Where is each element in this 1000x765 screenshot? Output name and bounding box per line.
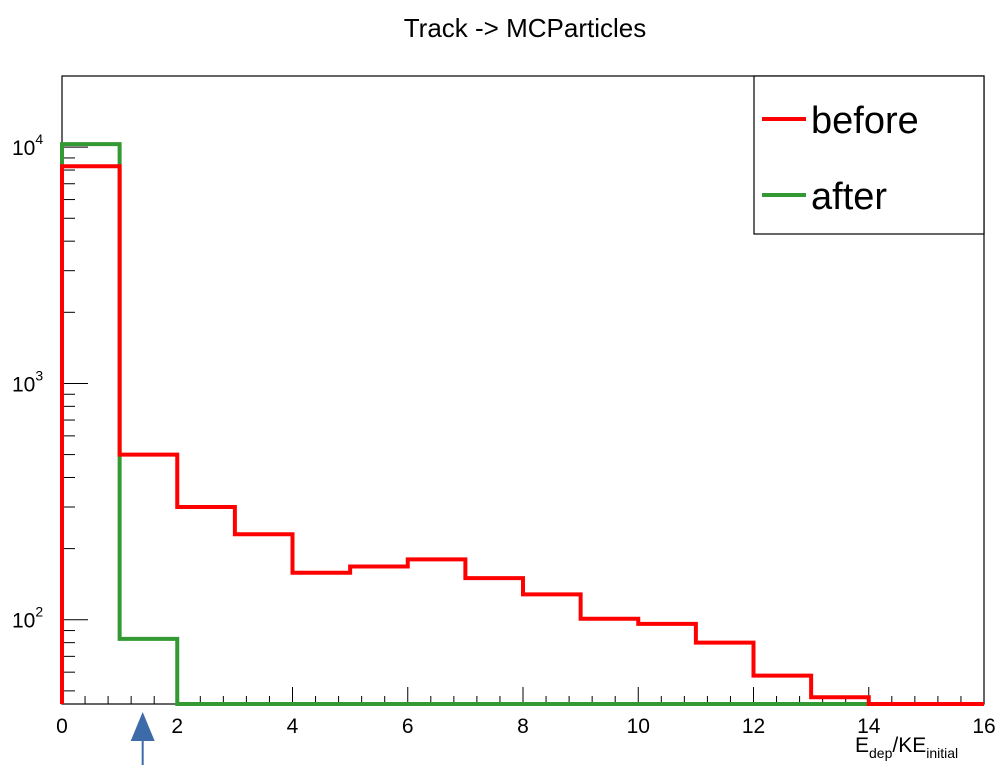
y-axis: 102 103 104 [12, 75, 88, 692]
y-tick-label: 104 [12, 131, 43, 160]
x-tick-label: 10 [627, 715, 650, 738]
series-before-line [60, 164, 984, 706]
legend-label-before: before [811, 100, 919, 142]
chart-title: Track -> MCParticles [404, 13, 646, 43]
x-tick-label: 8 [517, 715, 529, 738]
x-axis-label: Edep/KEinitial [855, 734, 958, 761]
x-tick-label: 14 [857, 715, 881, 738]
legend-box [753, 75, 985, 235]
legend-label-after: after [811, 176, 887, 218]
up-arrow-icon [130, 712, 155, 765]
x-axis: 0 2 4 6 8 10 12 14 16 [56, 687, 996, 738]
x-tick-label: 6 [402, 715, 414, 738]
x-tick-label: 16 [972, 715, 995, 738]
legend: before after [753, 75, 985, 235]
x-tick-label: 2 [171, 715, 183, 738]
series-layer [60, 142, 984, 706]
x-tick-label: 0 [56, 715, 68, 738]
x-tick-label: 4 [287, 715, 299, 738]
y-tick-label: 103 [12, 367, 43, 396]
x-tick-label: 12 [742, 715, 765, 738]
y-tick-label: 102 [12, 604, 43, 633]
series-after-line [60, 142, 984, 706]
